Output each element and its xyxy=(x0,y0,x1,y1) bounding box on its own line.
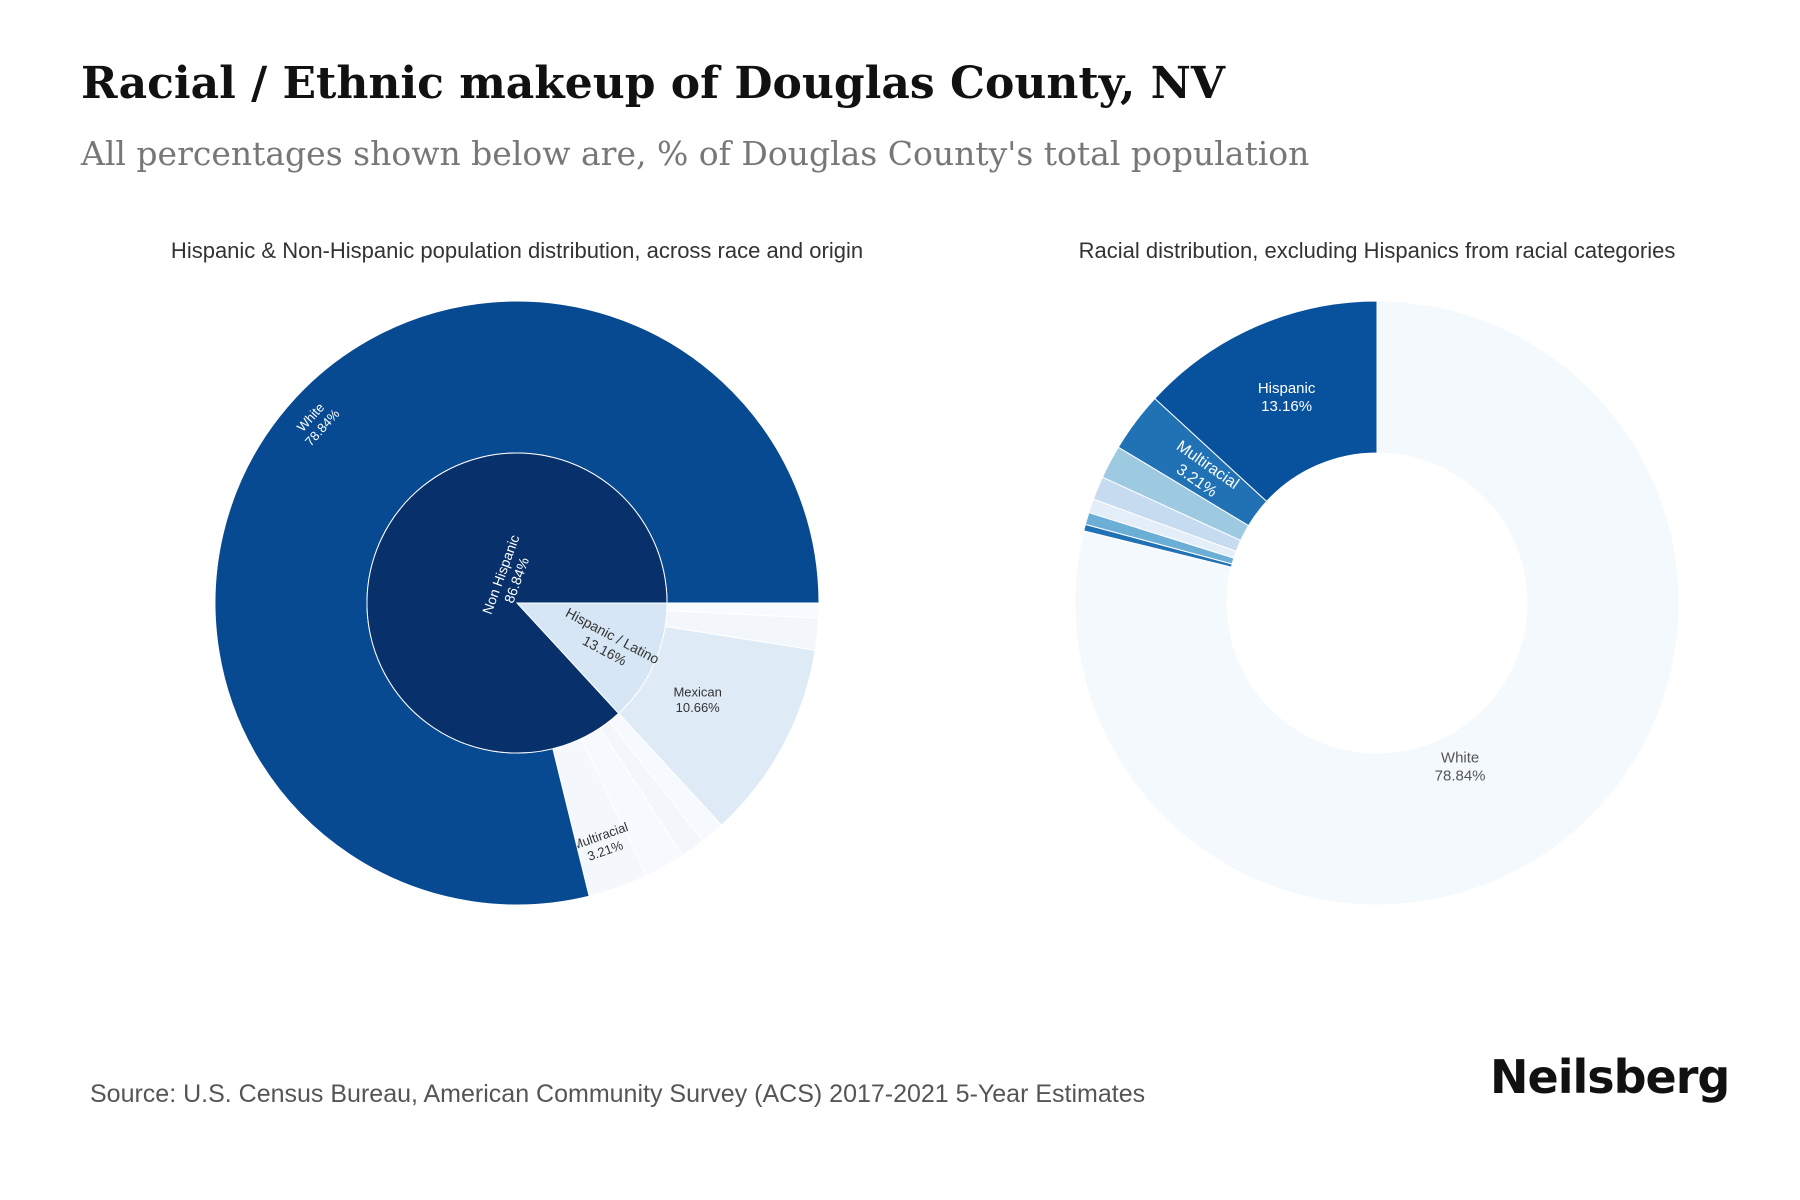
page-subtitle: All percentages shown below are, % of Do… xyxy=(81,134,1310,173)
source-note: Source: U.S. Census Bureau, American Com… xyxy=(90,1080,1146,1108)
donut-chart-title: Racial distribution, excluding Hispanics… xyxy=(1078,238,1676,263)
sunburst-inner-hispanic-latino xyxy=(515,602,668,715)
sunburst-label-mexican: Mexican 10.66% xyxy=(673,685,721,716)
sunburst-chart: Mexican 10.66%Multiracial3.21%White78.84%… xyxy=(214,300,820,906)
donut-slice-white xyxy=(1074,300,1680,906)
sunburst-chart-title: Hispanic & Non-Hispanic population distr… xyxy=(170,238,864,263)
donut-label-hispanic: Hispanic 13.16% xyxy=(1258,380,1316,415)
donut-chart: White 78.84%Multiracial3.21%Hispanic 13.16… xyxy=(1074,300,1680,906)
donut-slice-hispanic xyxy=(1154,300,1378,503)
donut-label-white: White 78.84% xyxy=(1435,749,1486,784)
sunburst-inner-non-hispanic xyxy=(366,452,668,754)
brand-logo: Neilsberg xyxy=(1490,1050,1730,1104)
page-title: Racial / Ethnic makeup of Douglas County… xyxy=(81,58,1225,109)
